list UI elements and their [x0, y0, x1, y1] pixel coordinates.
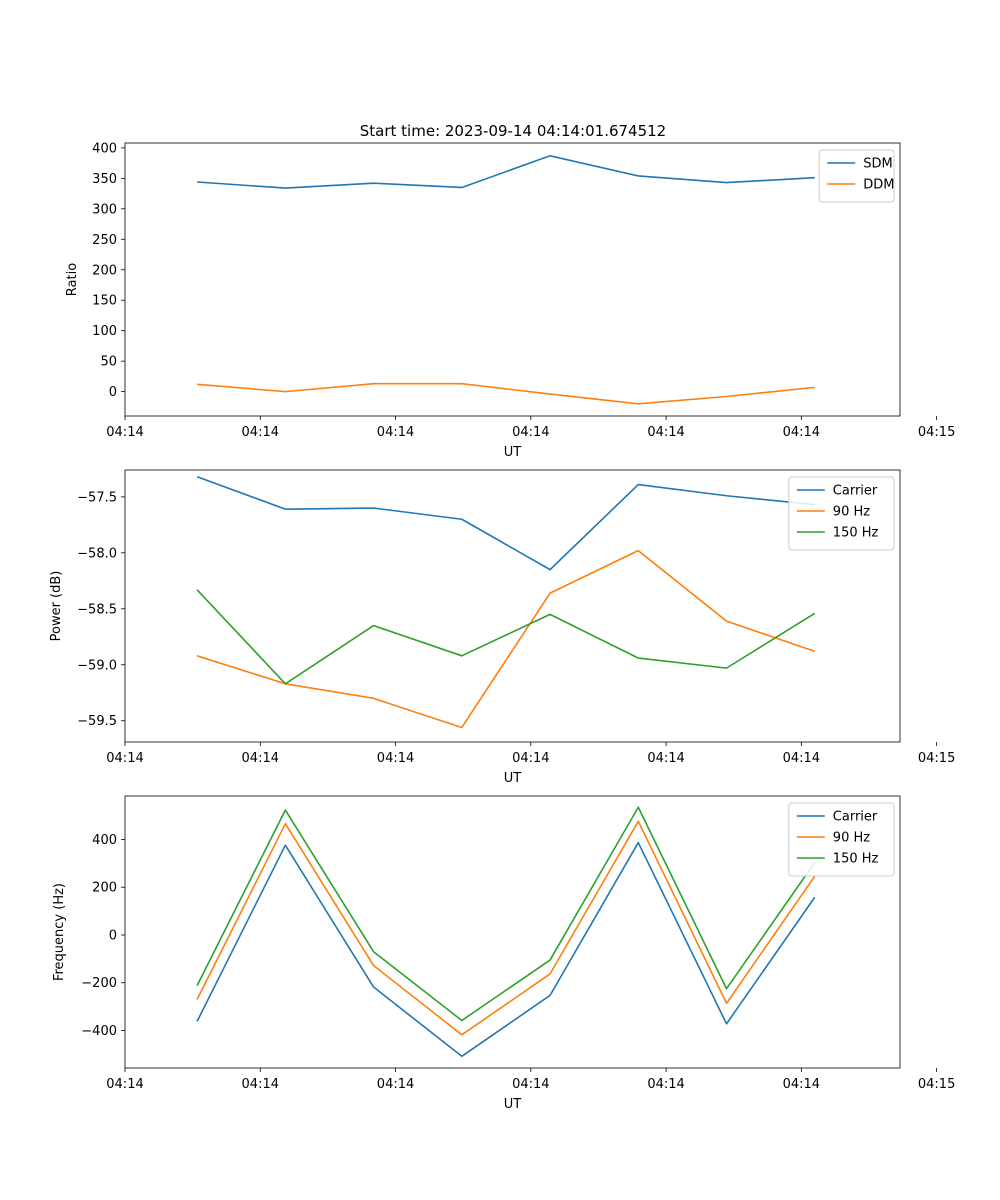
y-tick-label: 300 — [92, 202, 117, 217]
x-axis-label: UT — [504, 771, 522, 786]
y-tick-label: −59.0 — [77, 658, 117, 673]
x-axis-label: UT — [504, 445, 522, 460]
x-tick-label: 04:14 — [377, 1077, 414, 1092]
plots-container: 04:14 04:14 04:14 04:14 04:14 04:14 04:15 0 50 10… — [49, 141, 955, 1112]
x-axis-label: UT — [504, 1097, 522, 1112]
series-line-ddm — [197, 382, 815, 405]
y-tick-label: −58.0 — [77, 546, 117, 561]
y-axis-label: Ratio — [65, 263, 80, 296]
x-tick-label: 04:14 — [377, 751, 414, 766]
x-tick-label: 04:14 — [783, 751, 820, 766]
x-tick-label: 04:14 — [377, 425, 414, 440]
x-tick-label: 04:14 — [106, 751, 143, 766]
series-line-150-hz — [196, 589, 816, 685]
y-tick-label: −200 — [81, 976, 117, 991]
x-tick-label: 04:14 — [242, 751, 279, 766]
series-line-carrier — [196, 841, 816, 1058]
legend: Carrier 90 Hz 150 Hz — [788, 802, 895, 877]
x-tick-label: 04:14 — [106, 1077, 143, 1092]
axes-frame — [124, 469, 901, 743]
legend: Carrier 90 Hz 150 Hz — [788, 476, 895, 551]
x-tick-label: 04:14 — [783, 425, 820, 440]
series-line-sdm — [197, 155, 815, 189]
series-line-150-hz — [196, 806, 816, 1022]
legend-entry: Carrier — [833, 810, 878, 825]
figure-title: Start time: 2023-09-14 04:14:01.674512 — [360, 122, 666, 140]
legend: SDM DDM — [818, 149, 895, 203]
x-tick-label: 04:14 — [647, 751, 684, 766]
y-axis-label: Power (dB) — [49, 571, 64, 642]
axes-frame — [124, 795, 901, 1069]
series-line-carrier — [196, 475, 815, 571]
y-axis-label: Frequency (Hz) — [52, 883, 67, 981]
x-tick-label: 04:14 — [106, 425, 143, 440]
x-tick-label: 04:14 — [242, 1077, 279, 1092]
subplot-3: 04:14 04:14 04:14 04:14 04:14 04:14 04:15 −400 −… — [52, 795, 955, 1112]
y-tick-label: 350 — [92, 172, 117, 187]
legend-entry: 150 Hz — [833, 852, 879, 867]
x-tick-label: 04:14 — [512, 751, 549, 766]
x-tick-label: 04:14 — [242, 425, 279, 440]
x-tick-label: 04:14 — [647, 1077, 684, 1092]
y-tick-label: −400 — [81, 1024, 117, 1039]
subplot-1: 04:14 04:14 04:14 04:14 04:14 04:14 04:15 0 50 10… — [65, 141, 955, 460]
y-tick-label: 0 — [109, 385, 117, 400]
y-tick-label: 150 — [92, 294, 117, 309]
series-line-90-hz — [196, 549, 816, 729]
y-tick-label: 200 — [92, 263, 117, 278]
x-tick-label: 04:14 — [512, 1077, 549, 1092]
x-tick-label: 04:14 — [512, 425, 549, 440]
x-tick-label: 04:15 — [918, 1077, 955, 1092]
x-tick-label: 04:15 — [918, 751, 955, 766]
series-line-90-hz — [196, 820, 816, 1036]
y-tick-label: −58.5 — [77, 602, 117, 617]
legend-entry: 150 Hz — [833, 526, 879, 541]
y-tick-label: −57.5 — [77, 490, 117, 505]
y-tick-label: −59.5 — [77, 714, 117, 729]
y-tick-label: 250 — [92, 233, 117, 248]
y-tick-label: 400 — [92, 833, 117, 848]
y-tick-label: 400 — [92, 141, 117, 156]
y-tick-label: 100 — [92, 324, 117, 339]
x-tick-label: 04:14 — [647, 425, 684, 440]
x-tick-label: 04:14 — [783, 1077, 820, 1092]
x-tick-label: 04:15 — [918, 425, 955, 440]
legend-entry: 90 Hz — [833, 831, 870, 846]
axes-frame — [124, 142, 901, 417]
legend-entry: Carrier — [833, 484, 878, 499]
subplot-2: 04:14 04:14 04:14 04:14 04:14 04:14 04:15 −59.5… — [49, 469, 955, 786]
y-tick-label: 200 — [92, 881, 117, 896]
y-tick-label: 50 — [100, 355, 117, 370]
legend-entry: SDM — [863, 157, 892, 172]
legend-entry: 90 Hz — [833, 505, 870, 520]
legend-entry: DDM — [863, 178, 894, 193]
y-tick-label: 0 — [109, 928, 117, 943]
